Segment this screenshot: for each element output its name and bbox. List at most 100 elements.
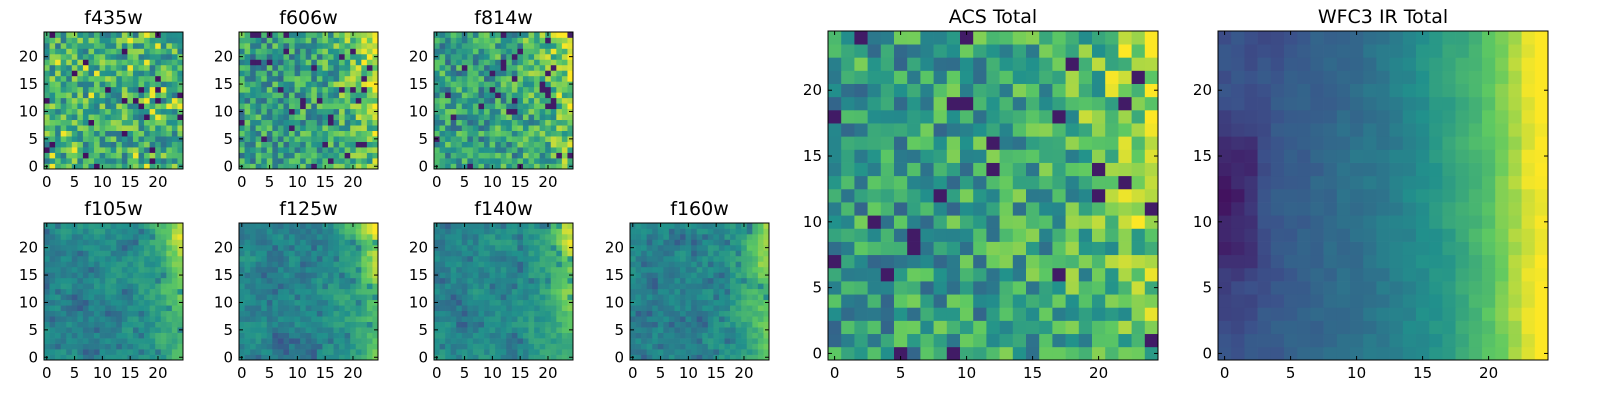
heatmap-cell xyxy=(116,305,123,312)
heatmap-cell xyxy=(110,75,117,82)
heatmap-cell xyxy=(439,299,446,306)
heatmap-cell xyxy=(327,136,334,142)
heatmap-cell xyxy=(55,81,62,88)
heatmap-cell xyxy=(132,272,139,279)
heatmap-cell xyxy=(630,288,636,295)
heatmap-cell xyxy=(339,250,345,257)
heatmap-cell xyxy=(266,283,273,290)
heatmap-cell xyxy=(132,147,139,153)
heatmap-cell xyxy=(55,103,62,110)
heatmap-cell xyxy=(110,228,117,235)
heatmap-cell xyxy=(160,42,167,49)
heatmap-cell xyxy=(322,349,329,355)
heatmap-cell xyxy=(49,354,56,361)
heatmap-cell xyxy=(110,53,117,60)
heatmap-cell xyxy=(696,277,703,284)
heatmap-cell xyxy=(439,59,446,66)
heatmap-cell xyxy=(1065,320,1080,335)
heatmap-cell xyxy=(867,307,882,321)
heatmap-cell xyxy=(534,283,540,290)
heatmap-cell xyxy=(735,327,742,333)
heatmap-cell xyxy=(517,81,524,88)
heatmap-cell xyxy=(652,343,659,350)
heatmap-cell xyxy=(339,239,345,246)
heatmap-cell xyxy=(166,42,173,49)
heatmap-cell xyxy=(277,32,284,38)
heatmap-cell xyxy=(121,152,128,159)
heatmap-cell xyxy=(528,147,535,153)
heatmap-cell xyxy=(1092,228,1106,242)
heatmap-cell xyxy=(489,86,496,93)
heatmap-cell xyxy=(127,97,134,104)
heatmap-cell xyxy=(255,272,262,279)
heatmap-cell xyxy=(561,299,568,306)
heatmap-cell xyxy=(933,333,948,348)
heatmap-cell xyxy=(461,64,468,71)
heatmap-cell xyxy=(556,81,563,88)
heatmap-cell xyxy=(646,310,653,317)
heatmap-cell xyxy=(522,239,529,246)
heatmap-cell xyxy=(177,250,184,257)
heatmap-cell xyxy=(894,320,908,335)
heatmap-cell xyxy=(250,310,257,317)
heatmap-cell xyxy=(641,316,648,322)
heatmap-cell xyxy=(522,37,529,44)
heatmap-cell xyxy=(556,136,563,142)
heatmap-cell xyxy=(495,81,502,88)
heatmap-cell xyxy=(255,141,262,148)
heatmap-cell xyxy=(561,327,568,333)
heatmap-cell xyxy=(467,272,474,279)
heatmap-cell xyxy=(539,92,546,99)
heatmap-cell xyxy=(472,332,479,339)
heatmap-cell xyxy=(272,119,279,126)
heatmap-cell xyxy=(735,332,742,339)
heatmap-cell xyxy=(445,299,452,306)
heatmap-cell xyxy=(350,70,357,77)
heatmap-cell xyxy=(1131,320,1146,335)
heatmap-cell xyxy=(311,261,318,268)
heatmap-cell xyxy=(283,147,290,153)
heatmap-cell xyxy=(244,75,251,82)
heatmap-cell xyxy=(841,320,855,335)
y-tick-label: 5 xyxy=(28,321,38,339)
heatmap-cell xyxy=(66,305,73,312)
heatmap-cell xyxy=(60,261,67,268)
heatmap-cell xyxy=(668,266,675,273)
heatmap-cell xyxy=(1039,188,1053,203)
heatmap-cell xyxy=(155,103,162,110)
heatmap-cell xyxy=(478,321,485,328)
heatmap-cell xyxy=(277,223,284,229)
heatmap-cell xyxy=(752,310,759,317)
heatmap-cell xyxy=(685,294,692,301)
heatmap-cell xyxy=(311,64,318,71)
heatmap-cell xyxy=(110,59,117,66)
heatmap-cell xyxy=(730,354,736,361)
heatmap-cell xyxy=(539,70,546,77)
heatmap-cell xyxy=(82,223,89,229)
heatmap-cell xyxy=(283,119,290,126)
heatmap-cell xyxy=(960,307,974,321)
heatmap-cell xyxy=(239,152,245,159)
heatmap-cell xyxy=(746,354,753,361)
heatmap-cell xyxy=(266,42,273,49)
heatmap-cell xyxy=(166,338,173,344)
heatmap-cell xyxy=(735,343,742,350)
heatmap-cell xyxy=(77,250,84,257)
heatmap-cell xyxy=(534,53,540,60)
heatmap-cell xyxy=(327,354,334,361)
heatmap-cell xyxy=(1118,307,1132,321)
heatmap-cell xyxy=(71,64,78,71)
heatmap-cell xyxy=(500,92,507,99)
heatmap-cell xyxy=(121,288,128,295)
heatmap-cell xyxy=(674,239,681,246)
heatmap-cell xyxy=(746,233,753,240)
heatmap-cell xyxy=(305,42,312,49)
heatmap-cell xyxy=(144,147,150,153)
heatmap-cell xyxy=(567,283,574,290)
heatmap-cell xyxy=(495,163,502,170)
heatmap-cell xyxy=(522,316,529,322)
heatmap-cell xyxy=(511,239,518,246)
heatmap-cell xyxy=(500,119,507,126)
heatmap-cell xyxy=(155,152,162,159)
